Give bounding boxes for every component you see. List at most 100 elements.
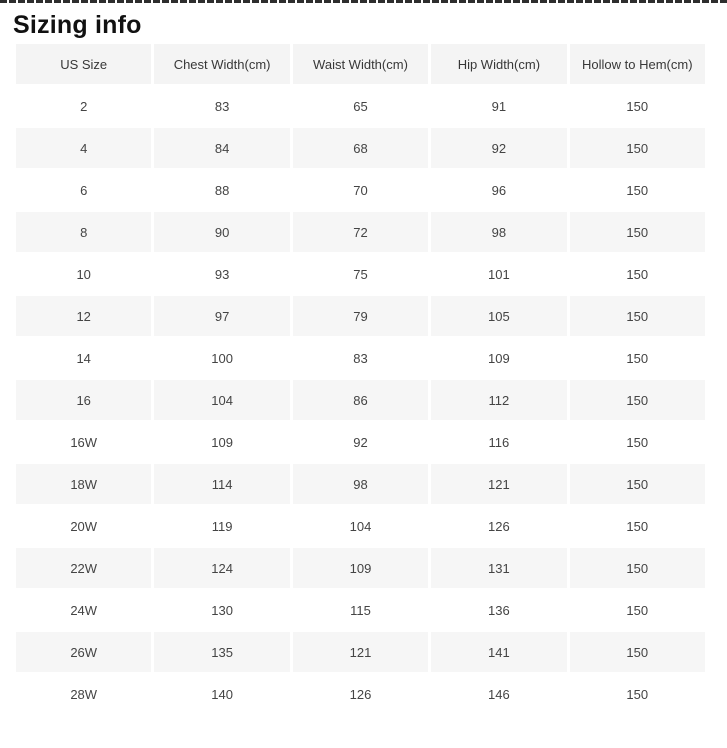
table-cell: 70 xyxy=(292,170,429,210)
table-cell: 115 xyxy=(292,590,429,630)
us-size-cell: 16W xyxy=(16,422,152,462)
table-row: 2 83 65 91 150 xyxy=(16,86,705,126)
table-cell: 150 xyxy=(569,338,705,378)
table-row: 14 100 83 109 150 xyxy=(16,338,705,378)
us-size-cell: 18W xyxy=(16,464,152,504)
column-header-1: Chest Width(cm) xyxy=(154,44,290,84)
sizing-table-header: US Size Chest Width(cm) Waist Width(cm) Hip… xyxy=(16,44,705,84)
us-size-cell: 20W xyxy=(16,506,152,546)
table-cell: 150 xyxy=(569,674,705,714)
table-cell: 109 xyxy=(154,422,290,462)
table-cell: 97 xyxy=(154,296,290,336)
table-cell: 131 xyxy=(431,548,567,588)
table-row: 28W 140 126 146 150 xyxy=(16,674,705,714)
table-cell: 92 xyxy=(292,422,429,462)
table-cell: 98 xyxy=(431,212,567,252)
sizing-table: US Size Chest Width(cm) Waist Width(cm) Hip… xyxy=(13,42,708,716)
table-cell: 150 xyxy=(569,632,705,672)
table-cell: 104 xyxy=(292,506,429,546)
table-row: 26W 135 121 141 150 xyxy=(16,632,705,672)
table-row: 8 90 72 98 150 xyxy=(16,212,705,252)
us-size-cell: 6 xyxy=(16,170,152,210)
table-cell: 150 xyxy=(569,86,705,126)
table-row: 22W 124 109 131 150 xyxy=(16,548,705,588)
table-cell: 75 xyxy=(292,254,429,294)
table-cell: 135 xyxy=(154,632,290,672)
us-size-cell: 22W xyxy=(16,548,152,588)
column-header-3: Hip Width(cm) xyxy=(431,44,567,84)
table-cell: 104 xyxy=(154,380,290,420)
table-cell: 112 xyxy=(431,380,567,420)
table-cell: 140 xyxy=(154,674,290,714)
us-size-cell: 2 xyxy=(16,86,152,126)
table-cell: 68 xyxy=(292,128,429,168)
table-cell: 86 xyxy=(292,380,429,420)
column-header-2: Waist Width(cm) xyxy=(292,44,429,84)
table-row: 6 88 70 96 150 xyxy=(16,170,705,210)
table-cell: 150 xyxy=(569,296,705,336)
column-header-4: Hollow to Hem(cm) xyxy=(569,44,705,84)
table-cell: 101 xyxy=(431,254,567,294)
table-cell: 109 xyxy=(431,338,567,378)
header-row: US Size Chest Width(cm) Waist Width(cm) Hip… xyxy=(16,44,705,84)
column-header-us-size: US Size xyxy=(16,44,152,84)
us-size-cell: 8 xyxy=(16,212,152,252)
table-cell: 124 xyxy=(154,548,290,588)
table-cell: 88 xyxy=(154,170,290,210)
table-cell: 136 xyxy=(431,590,567,630)
table-cell: 150 xyxy=(569,212,705,252)
table-cell: 79 xyxy=(292,296,429,336)
us-size-cell: 4 xyxy=(16,128,152,168)
us-size-cell: 28W xyxy=(16,674,152,714)
table-row: 16W 109 92 116 150 xyxy=(16,422,705,462)
table-cell: 150 xyxy=(569,464,705,504)
table-row: 20W 119 104 126 150 xyxy=(16,506,705,546)
table-cell: 91 xyxy=(431,86,567,126)
table-cell: 93 xyxy=(154,254,290,294)
table-cell: 150 xyxy=(569,422,705,462)
table-cell: 65 xyxy=(292,86,429,126)
table-row: 4 84 68 92 150 xyxy=(16,128,705,168)
table-cell: 121 xyxy=(431,464,567,504)
table-cell: 150 xyxy=(569,170,705,210)
page-title: Sizing info xyxy=(13,11,142,39)
table-cell: 72 xyxy=(292,212,429,252)
table-cell: 126 xyxy=(431,506,567,546)
us-size-cell: 24W xyxy=(16,590,152,630)
table-row: 18W 114 98 121 150 xyxy=(16,464,705,504)
table-cell: 126 xyxy=(292,674,429,714)
table-row: 16 104 86 112 150 xyxy=(16,380,705,420)
table-cell: 141 xyxy=(431,632,567,672)
table-cell: 96 xyxy=(431,170,567,210)
table-cell: 146 xyxy=(431,674,567,714)
table-cell: 109 xyxy=(292,548,429,588)
us-size-cell: 16 xyxy=(16,380,152,420)
table-row: 24W 130 115 136 150 xyxy=(16,590,705,630)
table-row: 10 93 75 101 150 xyxy=(16,254,705,294)
us-size-cell: 10 xyxy=(16,254,152,294)
table-cell: 119 xyxy=(154,506,290,546)
table-cell: 150 xyxy=(569,506,705,546)
table-cell: 130 xyxy=(154,590,290,630)
table-row: 12 97 79 105 150 xyxy=(16,296,705,336)
table-cell: 84 xyxy=(154,128,290,168)
table-cell: 83 xyxy=(154,86,290,126)
table-cell: 150 xyxy=(569,590,705,630)
table-cell: 150 xyxy=(569,128,705,168)
table-cell: 150 xyxy=(569,380,705,420)
table-cell: 121 xyxy=(292,632,429,672)
sizing-table-body: 2 83 65 91 150 4 84 68 92 150 6 88 70 96 150 8 90 72 98 150… xyxy=(16,86,705,714)
table-cell: 100 xyxy=(154,338,290,378)
top-divider xyxy=(0,0,727,3)
table-cell: 150 xyxy=(569,548,705,588)
table-cell: 105 xyxy=(431,296,567,336)
table-cell: 83 xyxy=(292,338,429,378)
us-size-cell: 12 xyxy=(16,296,152,336)
table-cell: 90 xyxy=(154,212,290,252)
us-size-cell: 26W xyxy=(16,632,152,672)
table-cell: 150 xyxy=(569,254,705,294)
us-size-cell: 14 xyxy=(16,338,152,378)
table-cell: 114 xyxy=(154,464,290,504)
table-cell: 98 xyxy=(292,464,429,504)
